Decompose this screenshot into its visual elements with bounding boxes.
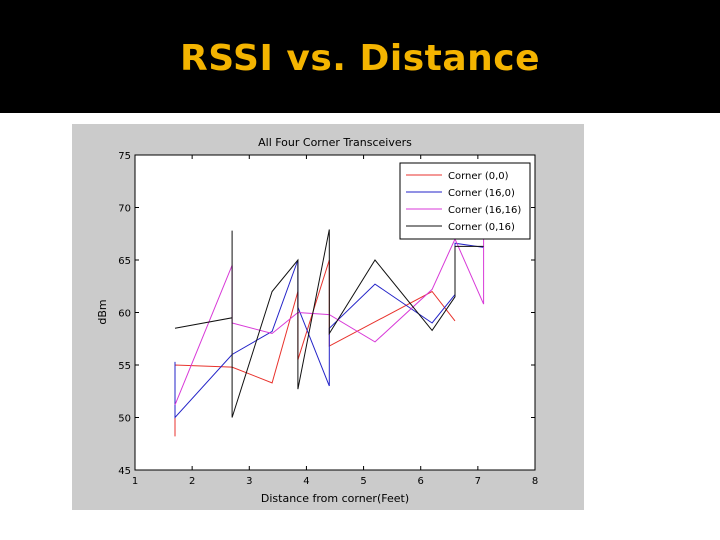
x-tick-label: 3: [246, 476, 252, 487]
x-tick-label: 6: [418, 476, 424, 487]
y-tick-label: 65: [118, 256, 131, 267]
title-band: [0, 0, 720, 113]
y-tick-label: 75: [118, 151, 131, 162]
y-tick-label: 60: [118, 309, 131, 320]
slide-title: RSSI vs. Distance: [179, 38, 541, 79]
legend-label: Corner (16,16): [448, 205, 521, 216]
x-tick-label: 5: [360, 476, 366, 487]
series-lines: [174, 229, 485, 437]
y-axis-label: dBm: [96, 299, 109, 324]
y-tick-label: 70: [118, 204, 131, 215]
x-axis-label: Distance from corner(Feet): [261, 492, 409, 505]
x-tick-label: 1: [132, 476, 138, 487]
y-axis-ticks: 45 50 55 60 65 70 75: [118, 151, 535, 477]
x-axis-ticks: 1 2 3 4 5 6 7 8: [132, 155, 538, 487]
y-tick-label: 50: [118, 414, 131, 425]
x-tick-label: 4: [303, 476, 309, 487]
chart-title: All Four Corner Transceivers: [258, 136, 412, 149]
y-tick-label: 55: [118, 361, 131, 372]
y-tick-label: 45: [118, 466, 131, 477]
legend-label: Corner (16,0): [448, 188, 515, 199]
x-tick-label: 8: [532, 476, 538, 487]
chart-legend: Corner (0,0) Corner (16,0) Corner (16,16) C…: [399, 162, 531, 240]
legend-label: Corner (0,16): [448, 222, 515, 233]
legend-label: Corner (0,0): [448, 171, 509, 182]
series-line-3: [174, 229, 484, 418]
line-chart: All Four Corner Transceivers Distance fr…: [96, 136, 538, 505]
x-tick-label: 7: [475, 476, 481, 487]
x-tick-label: 2: [189, 476, 195, 487]
